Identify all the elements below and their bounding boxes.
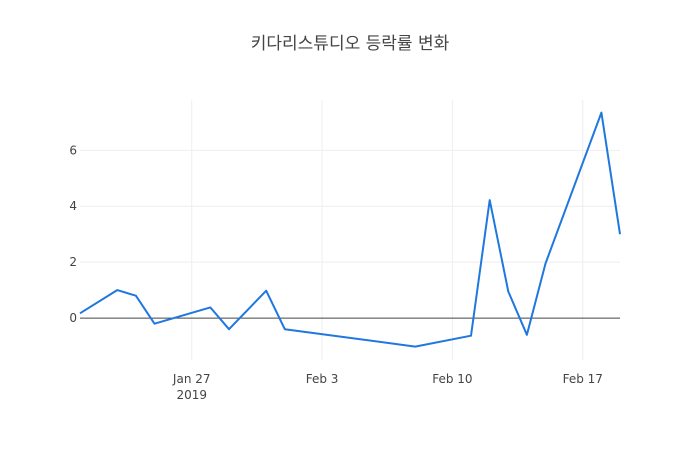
grid: [80, 100, 620, 360]
chart-title: 키다리스튜디오 등락률 변화: [251, 34, 450, 54]
series-layer: [79, 111, 621, 348]
x-tick-label: Jan 27: [172, 372, 211, 386]
y-tick-label: 6: [69, 143, 77, 157]
x-tick-label: Feb 10: [432, 372, 472, 386]
x-tick-label: Feb 3: [306, 372, 339, 386]
y-tick-label: 2: [69, 255, 77, 269]
y-tick-label: 0: [69, 311, 77, 325]
axes: Jan 27 2019 Feb 3 Feb 10 Feb 17 0 2 4 6: [69, 143, 603, 402]
y-tick-label: 4: [69, 199, 77, 213]
x-tick-label: Feb 17: [563, 372, 603, 386]
series-line-0: [79, 111, 621, 348]
x-tick-sublabel: 2019: [176, 388, 207, 402]
